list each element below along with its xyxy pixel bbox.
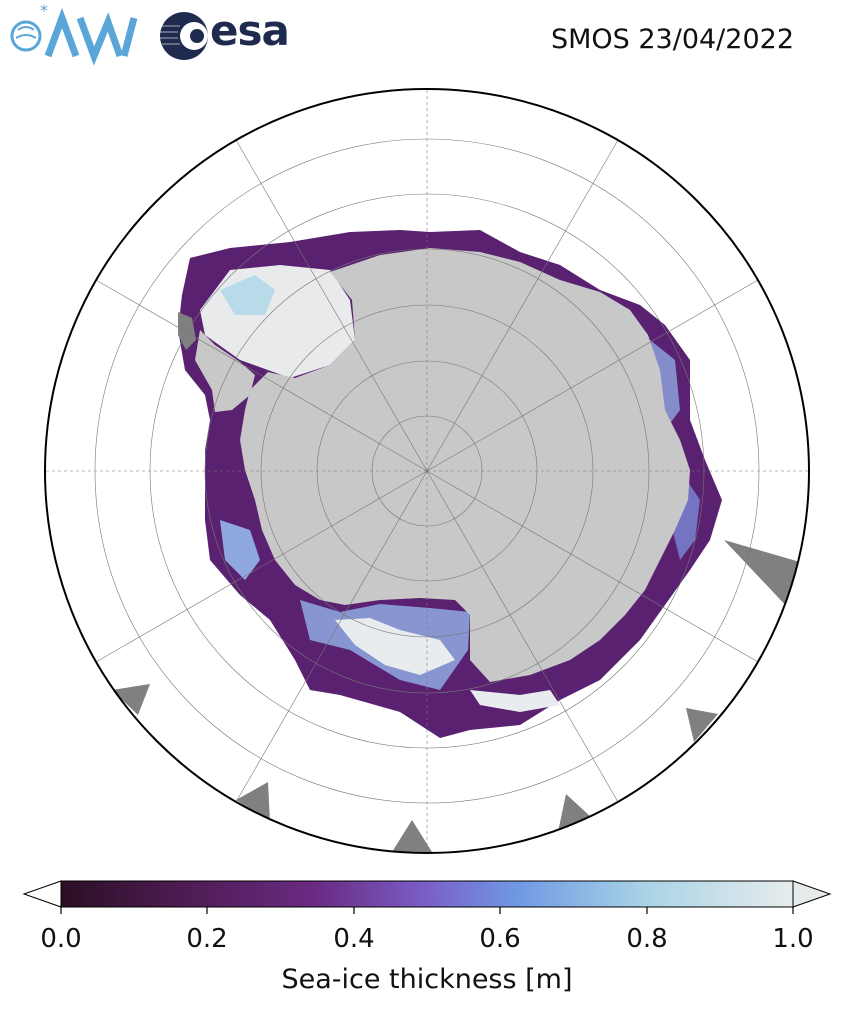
map-border (44, 88, 810, 854)
missing-data-wedge (558, 794, 592, 832)
missing-data-wedge (686, 708, 718, 742)
thick-ice-patch (220, 520, 260, 580)
colorbar-gradient (60, 880, 794, 908)
antarctica-land (240, 248, 690, 682)
antarctic-peninsula (195, 330, 255, 412)
thick-ice-patch (335, 618, 455, 675)
colorbar-tick-label: 1.0 (772, 924, 814, 954)
missing-data-wedge (112, 684, 150, 715)
weddell-thick-ice (220, 275, 275, 315)
colorbar-tick-label: 0.6 (479, 924, 521, 954)
missing-data-wedge (392, 820, 432, 852)
colorbar-tick-label: 0.0 (40, 924, 82, 954)
thick-ice-patch (470, 690, 560, 712)
colorbar-label: Sea-ice thickness [m] (281, 964, 573, 995)
colorbar-extend-high (792, 880, 832, 908)
colorbar-tick-label: 0.2 (186, 924, 228, 954)
esa-logo-text: esa (210, 6, 290, 55)
colorbar-extend-low (22, 880, 62, 908)
map-title: SMOS 23/04/2022 (550, 24, 794, 55)
colorbar-tick-label: 0.4 (333, 924, 375, 954)
missing-data-wedge (724, 540, 800, 610)
missing-data-wedge (236, 782, 270, 822)
graticule (45, 89, 809, 853)
colorbar-tick-label: 0.8 (626, 924, 668, 954)
svg-text:*: * (40, 1, 48, 20)
esa-logo-mark (160, 12, 208, 60)
awi-logo: * (10, 1, 138, 66)
colorbar (22, 880, 832, 914)
